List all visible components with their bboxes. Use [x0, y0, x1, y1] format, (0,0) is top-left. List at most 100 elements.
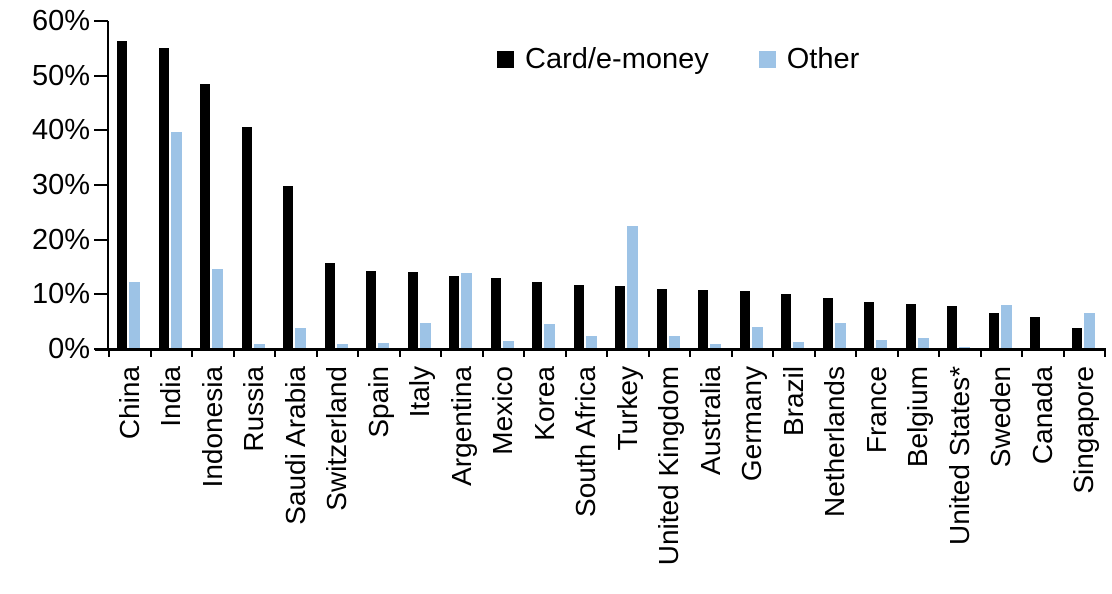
x-axis-tick — [1104, 351, 1106, 357]
y-axis-tick-label: 60% — [31, 5, 90, 37]
bar-other — [585, 336, 597, 349]
bar-card-e-money — [573, 285, 584, 349]
y-axis-tick-label: 30% — [31, 169, 90, 201]
x-axis-tick — [979, 351, 982, 357]
y-axis-tick-label: 0% — [48, 333, 90, 365]
x-axis-tick — [938, 351, 940, 357]
bar-card-e-money — [781, 294, 791, 349]
x-axis-tick — [689, 351, 691, 357]
bar-card-e-money — [1071, 328, 1082, 349]
x-axis-tick — [232, 351, 235, 357]
x-axis-category-label: Belgium — [902, 366, 934, 468]
bar-other — [295, 328, 306, 349]
bar-card-e-money — [366, 271, 376, 349]
x-axis-category-label: India — [155, 366, 187, 427]
bar-card-e-money — [117, 41, 127, 349]
x-axis-tick — [606, 351, 608, 357]
x-axis-line — [95, 348, 1106, 351]
bar-other — [212, 269, 223, 349]
x-axis-tick — [772, 351, 774, 357]
x-axis-tick — [855, 351, 857, 357]
bar-card-e-money — [739, 291, 750, 349]
legend-label-other: Other — [786, 43, 860, 75]
x-axis-tick — [481, 351, 484, 357]
legend-swatch-card-e-money-icon — [497, 51, 514, 68]
y-axis-tick-label: 10% — [31, 278, 90, 311]
bar-other — [751, 327, 763, 349]
bar-other — [668, 336, 680, 349]
bar-other — [253, 344, 265, 349]
x-axis-category-label: China — [113, 366, 145, 440]
bar-other — [544, 324, 555, 349]
x-axis-category-label: United States* — [943, 366, 975, 545]
bar-card-e-money — [1030, 317, 1040, 349]
x-axis-category-label: Saudi Arabia — [279, 366, 311, 525]
bar-other — [1083, 313, 1095, 349]
bar-card-e-money — [407, 272, 418, 349]
y-axis-line — [107, 21, 109, 351]
bar-other — [461, 273, 472, 349]
x-axis-category-label: Turkey — [611, 366, 643, 451]
bar-card-e-money — [449, 276, 459, 349]
bar-card-e-money — [200, 84, 210, 349]
x-axis-tick — [191, 351, 193, 357]
bar-other — [710, 344, 721, 349]
y-axis-tick — [94, 74, 108, 77]
bar-other — [419, 323, 431, 349]
x-axis-tick — [315, 351, 318, 357]
legend-item-card-e-money: Card/e-money — [497, 45, 709, 74]
x-axis-tick — [357, 351, 359, 357]
x-axis-category-label: Canada — [1026, 366, 1058, 465]
x-axis-category-label: United Kingdom — [653, 366, 685, 566]
bar-other — [834, 323, 846, 349]
x-axis-category-label: Spain — [362, 366, 394, 438]
x-axis-category-label: Australia — [694, 366, 726, 475]
x-axis-category-label: Indonesia — [196, 366, 228, 488]
x-axis-category-label: Sweden — [985, 366, 1017, 468]
x-axis-tick — [730, 351, 733, 357]
y-axis-tick-label: 40% — [31, 114, 90, 147]
x-axis-category-label: Switzerland — [321, 366, 353, 511]
x-axis-tick — [274, 351, 276, 357]
bar-other — [170, 132, 182, 349]
bar-card-e-money — [905, 304, 916, 349]
y-axis-tick — [94, 20, 108, 22]
x-axis-tick — [1021, 351, 1023, 357]
y-axis-tick-label: 20% — [31, 223, 90, 256]
x-axis-category-label: South Africa — [570, 366, 602, 517]
bar-other — [627, 226, 638, 349]
legend-item-other: Other — [758, 43, 860, 75]
bar-other — [917, 338, 929, 349]
bar-card-e-money — [283, 186, 293, 349]
bar-other — [1000, 305, 1012, 349]
x-axis-tick — [647, 351, 650, 357]
x-axis-category-label: Netherlands — [819, 366, 851, 517]
bar-card-e-money — [822, 298, 833, 349]
bar-other — [129, 282, 140, 349]
bar-card-e-money — [241, 127, 252, 349]
x-axis-tick — [398, 351, 401, 357]
bar-other — [502, 341, 514, 349]
x-axis-category-label: Korea — [528, 366, 560, 441]
bar-card-e-money — [656, 289, 667, 349]
x-axis-category-label: Mexico — [487, 366, 519, 455]
bar-other — [793, 342, 804, 349]
x-axis-category-label: France — [860, 366, 892, 454]
y-axis-tick — [94, 238, 108, 241]
bar-card-e-money — [532, 282, 542, 349]
x-axis-tick — [1062, 351, 1065, 357]
bar-other — [336, 344, 348, 349]
bar-other — [876, 340, 887, 349]
y-axis-tick — [94, 293, 108, 296]
x-axis-tick — [813, 351, 816, 357]
bar-card-e-money — [490, 278, 501, 349]
y-axis-tick — [94, 184, 108, 186]
x-axis-tick — [149, 351, 152, 357]
bar-card-e-money — [864, 302, 874, 349]
bar-card-e-money — [324, 263, 335, 349]
x-axis-category-label: Germany — [736, 366, 768, 482]
x-axis-tick — [523, 351, 525, 357]
x-axis-tick — [108, 351, 110, 357]
bar-card-e-money — [947, 306, 957, 349]
